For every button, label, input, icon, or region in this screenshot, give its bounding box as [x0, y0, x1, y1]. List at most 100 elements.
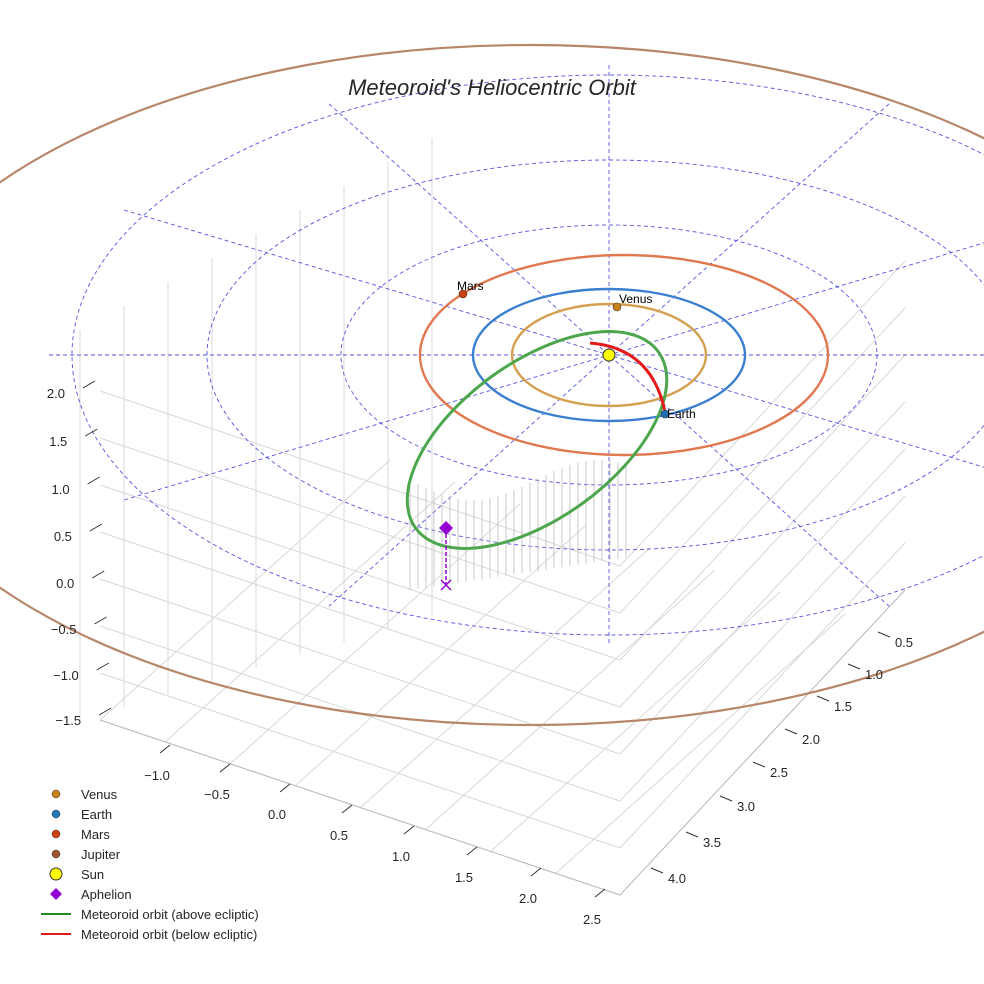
y-axis-line	[619, 589, 906, 896]
grid-line	[164, 481, 456, 743]
x-tick	[403, 825, 415, 835]
legend-label: Venus	[81, 787, 118, 802]
legend-marker	[51, 809, 61, 819]
legend-marker	[51, 789, 61, 799]
ecliptic-radial	[328, 103, 890, 607]
z-tick	[87, 476, 100, 485]
y-tick-label: 2.5	[770, 765, 788, 780]
x-tick-label: 2.0	[519, 891, 537, 906]
z-tick-label: −0.5	[51, 622, 77, 637]
grid-line	[619, 307, 906, 614]
grid-line	[619, 495, 906, 802]
z-tick	[98, 707, 112, 716]
x-tick-label: 2.5	[583, 912, 601, 927]
y-tick	[685, 831, 699, 838]
z-tick	[85, 428, 98, 437]
z-tick	[82, 380, 96, 389]
z-tick-label: 1.5	[49, 434, 67, 449]
sun-marker	[602, 348, 616, 362]
markers: Venus Earth Mars	[439, 279, 696, 591]
grid-line	[619, 354, 906, 661]
x-tick-label: 0.5	[330, 828, 348, 843]
planet-label: Venus	[619, 292, 652, 306]
legend-marker	[49, 867, 63, 881]
grid-line	[619, 542, 906, 849]
grid-line	[294, 525, 586, 787]
y-tick-label: 1.0	[865, 667, 883, 682]
y-tick	[719, 795, 733, 802]
x-tick-label: 0.0	[268, 807, 286, 822]
legend-label: Sun	[81, 867, 104, 882]
x-tick	[219, 763, 231, 773]
y-tick-label: 3.0	[737, 799, 755, 814]
grid-line	[99, 672, 621, 849]
grid-line	[424, 569, 716, 831]
z-tick-label: 0.5	[54, 529, 72, 544]
planet-orbits	[0, 44, 984, 726]
z-tick-label: −1.0	[53, 668, 79, 683]
y-tick	[877, 631, 891, 638]
z-tick	[96, 662, 110, 671]
x-axis-line	[99, 719, 621, 896]
legend-marker	[51, 829, 61, 839]
grid-line	[619, 260, 906, 567]
legend-label: Aphelion	[81, 887, 132, 902]
grid-line	[99, 484, 621, 661]
grid-line	[489, 591, 781, 853]
y-tick	[752, 761, 766, 768]
aphelion-marker	[439, 521, 453, 535]
meteoroid-orbit-below	[589, 341, 667, 413]
z-tick	[89, 523, 103, 532]
legend: Venus Earth Mars Jupiter Sun Aphelion Meteoroi…	[41, 787, 259, 942]
x-tick-label: 1.0	[392, 849, 410, 864]
grid-line	[359, 547, 651, 809]
y-tick-label: 2.0	[802, 732, 820, 747]
planet-marker	[458, 289, 468, 299]
grid-line	[99, 459, 391, 721]
orbit-earth	[471, 287, 747, 423]
axis-ticks: 2.0 1.5 1.0 0.5 0.0 −0.5 −1.0 −1.5 −1.0 −0.5 0.0 0.…	[47, 380, 913, 927]
x-tick	[530, 867, 542, 877]
z-tick-label: 1.0	[52, 482, 70, 497]
y-tick	[650, 867, 664, 874]
axes-grid	[79, 138, 906, 896]
legend-marker	[51, 849, 61, 859]
planet-marker	[660, 409, 670, 419]
planet-marker	[612, 302, 622, 312]
planet-label: Mars	[457, 279, 484, 293]
legend-label: Earth	[81, 807, 112, 822]
grid-line	[554, 613, 846, 875]
ecliptic-grid	[49, 65, 984, 645]
y-tick	[816, 695, 830, 702]
y-tick	[784, 728, 798, 735]
z-tick	[91, 570, 105, 579]
z-tick-label: 0.0	[56, 576, 74, 591]
chart-title: Meteoroid's Heliocentric Orbit	[348, 75, 637, 100]
z-tick-label: 2.0	[47, 386, 65, 401]
y-tick-label: 3.5	[703, 835, 721, 850]
x-tick	[594, 888, 606, 898]
z-tick-label: −1.5	[55, 713, 81, 728]
x-tick	[279, 783, 291, 793]
meteoroid-orbit	[405, 330, 669, 590]
ecliptic-radial	[328, 103, 890, 607]
aphelion-projection-marker	[440, 579, 452, 591]
grid-line	[99, 531, 621, 708]
x-tick	[341, 804, 353, 814]
x-tick-label: −1.0	[144, 768, 170, 783]
meteoroid-orbit-above	[405, 330, 669, 550]
legend-label: Meteoroid orbit (below ecliptic)	[81, 927, 257, 942]
grid-line	[619, 401, 906, 708]
orbit-venus	[510, 302, 708, 408]
planet-label: Earth	[667, 407, 696, 421]
grid-line	[99, 437, 621, 614]
grid-line	[99, 390, 621, 567]
y-tick-label: 4.0	[668, 871, 686, 886]
orbit-mars	[418, 253, 830, 457]
legend-label: Meteoroid orbit (above ecliptic)	[81, 907, 259, 922]
x-tick	[159, 744, 171, 754]
y-tick	[847, 663, 861, 670]
legend-marker	[50, 888, 62, 900]
legend-label: Mars	[81, 827, 110, 842]
